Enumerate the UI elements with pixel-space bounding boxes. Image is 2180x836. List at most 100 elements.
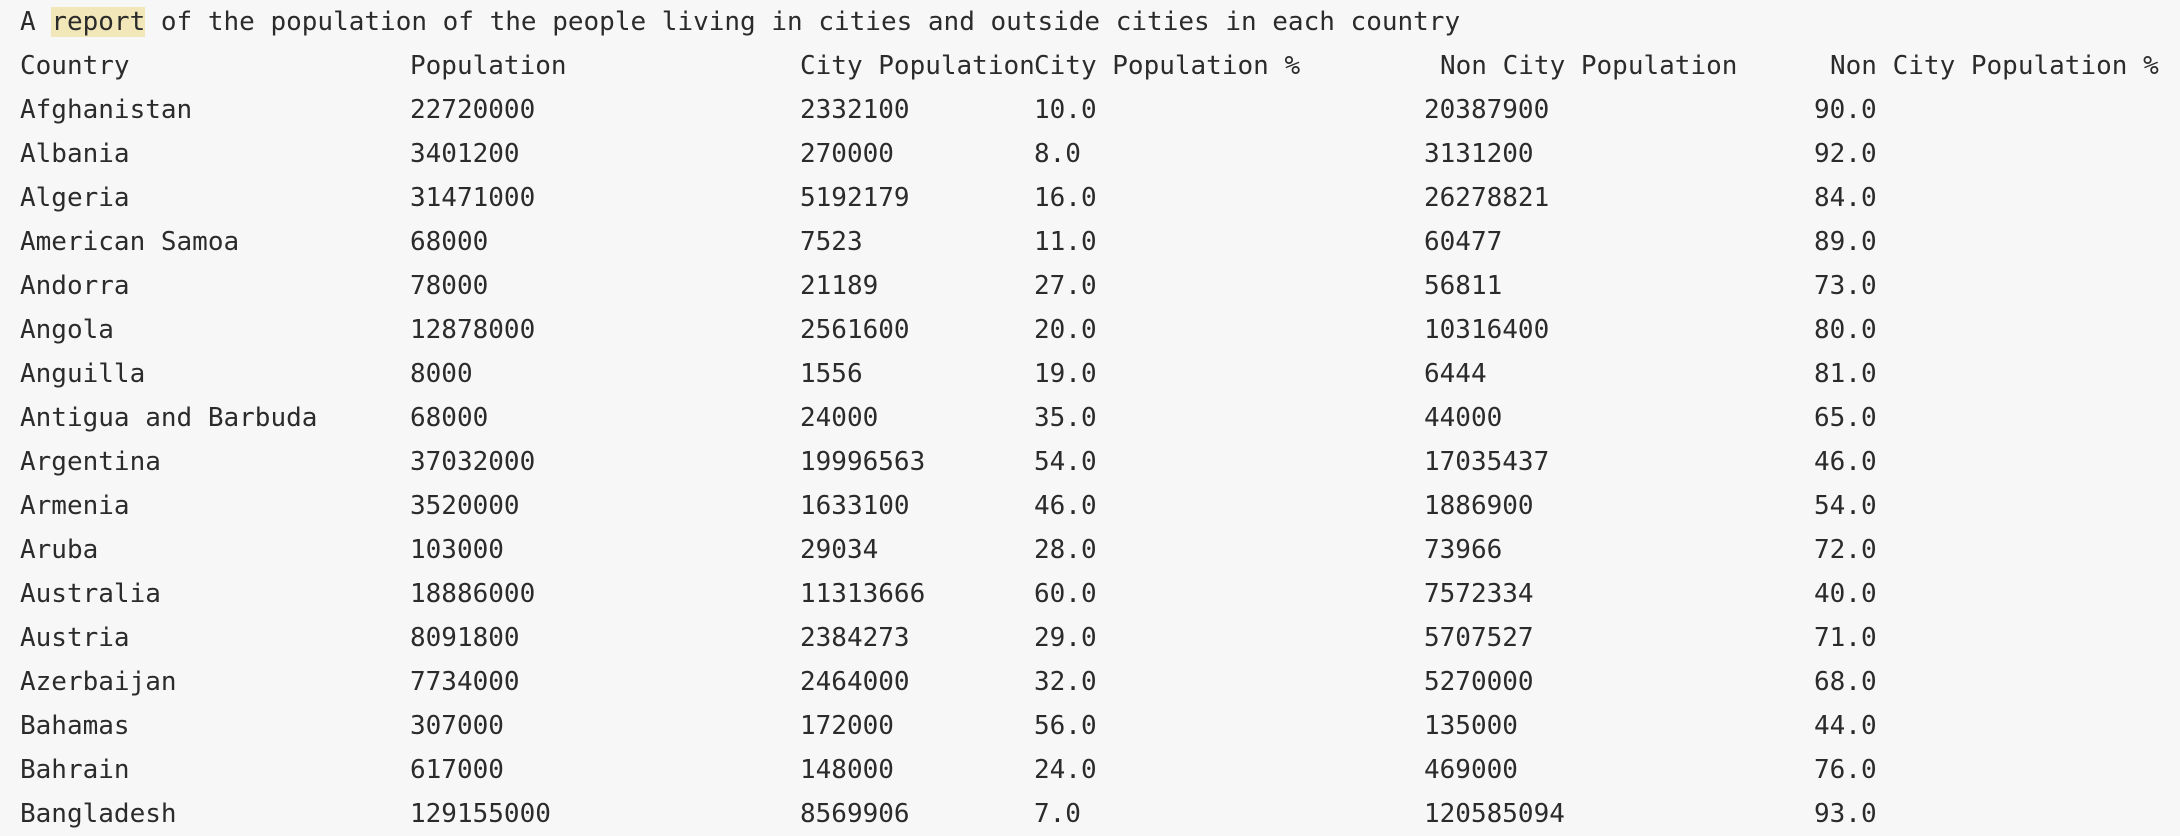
report-title: A report of the population of the people… — [20, 0, 1460, 44]
cell-city-population-percent: 35.0 — [1034, 403, 1097, 433]
cell-population: 7734000 — [410, 667, 520, 697]
cell-non-city-population-percent: 80.0 — [1814, 315, 1877, 345]
cell-non-city-population: 73966 — [1424, 535, 1503, 565]
cell-non-city-population: 3131200 — [1424, 139, 1534, 169]
cell-city-population-percent: 29.0 — [1034, 623, 1097, 653]
cell-country: Anguilla — [20, 359, 146, 389]
cell-non-city-population-percent: 65.0 — [1814, 403, 1877, 433]
cell-population: 37032000 — [410, 447, 536, 477]
cell-population: 78000 — [410, 271, 489, 301]
header-non-city-population: Non City Population — [1440, 51, 1738, 81]
cell-non-city-population: 135000 — [1424, 711, 1518, 741]
header-non-city-population-percent: Non City Population % — [1830, 51, 2159, 81]
cell-city-population: 270000 — [800, 139, 894, 169]
cell-country: Bangladesh — [20, 799, 177, 829]
header-country: Country — [20, 51, 130, 81]
cell-city-population-percent: 10.0 — [1034, 95, 1097, 125]
cell-non-city-population-percent: 73.0 — [1814, 271, 1877, 301]
cell-city-population-percent: 7.0 — [1034, 799, 1081, 829]
cell-non-city-population: 17035437 — [1424, 447, 1550, 477]
cell-city-population-percent: 32.0 — [1034, 667, 1097, 697]
cell-city-population: 5192179 — [800, 183, 910, 213]
cell-non-city-population: 6444 — [1424, 359, 1487, 389]
cell-country: Angola — [20, 315, 114, 345]
cell-country: Austria — [20, 623, 130, 653]
cell-population: 617000 — [410, 755, 504, 785]
cell-population: 68000 — [410, 403, 489, 433]
cell-country: Armenia — [20, 491, 130, 521]
table-header: Country Population City Population City … — [0, 44, 2159, 88]
cell-city-population-percent: 27.0 — [1034, 271, 1097, 301]
cell-non-city-population-percent: 68.0 — [1814, 667, 1877, 697]
cell-non-city-population: 20387900 — [1424, 95, 1550, 125]
cell-city-population: 2384273 — [800, 623, 910, 653]
cell-non-city-population-percent: 54.0 — [1814, 491, 1877, 521]
cell-country: American Samoa — [20, 227, 240, 257]
cell-city-population: 172000 — [800, 711, 894, 741]
cell-non-city-population: 26278821 — [1424, 183, 1550, 213]
cell-non-city-population: 5707527 — [1424, 623, 1534, 653]
cell-population: 12878000 — [410, 315, 536, 345]
cell-non-city-population-percent: 72.0 — [1814, 535, 1877, 565]
search-highlight: report — [51, 7, 146, 37]
cell-population: 8000 — [410, 359, 473, 389]
cell-non-city-population-percent: 89.0 — [1814, 227, 1877, 257]
cell-city-population-percent: 56.0 — [1034, 711, 1097, 741]
cell-country: Bahrain — [20, 755, 130, 785]
cell-non-city-population-percent: 93.0 — [1814, 799, 1877, 829]
cell-country: Afghanistan — [20, 95, 193, 125]
cell-city-population: 148000 — [800, 755, 894, 785]
cell-city-population-percent: 11.0 — [1034, 227, 1097, 257]
cell-country: Albania — [20, 139, 130, 169]
cell-city-population: 24000 — [800, 403, 879, 433]
cell-non-city-population-percent: 71.0 — [1814, 623, 1877, 653]
cell-city-population: 21189 — [800, 271, 879, 301]
cell-city-population: 2464000 — [800, 667, 910, 697]
cell-non-city-population-percent: 44.0 — [1814, 711, 1877, 741]
cell-city-population: 8569906 — [800, 799, 910, 829]
cell-non-city-population-percent: 92.0 — [1814, 139, 1877, 169]
cell-city-population: 19996563 — [800, 447, 926, 477]
cell-population: 22720000 — [410, 95, 536, 125]
cell-population: 3520000 — [410, 491, 520, 521]
cell-non-city-population: 469000 — [1424, 755, 1518, 785]
cell-non-city-population: 10316400 — [1424, 315, 1550, 345]
cell-population: 68000 — [410, 227, 489, 257]
cell-city-population: 2332100 — [800, 95, 910, 125]
cell-city-population-percent: 24.0 — [1034, 755, 1097, 785]
cell-country: Algeria — [20, 183, 130, 213]
cell-non-city-population: 60477 — [1424, 227, 1503, 257]
cell-city-population: 2561600 — [800, 315, 910, 345]
cell-city-population-percent: 16.0 — [1034, 183, 1097, 213]
cell-city-population-percent: 19.0 — [1034, 359, 1097, 389]
cell-population: 18886000 — [410, 579, 536, 609]
cell-non-city-population: 5270000 — [1424, 667, 1534, 697]
cell-city-population: 11313666 — [800, 579, 926, 609]
cell-non-city-population-percent: 84.0 — [1814, 183, 1877, 213]
header-population: Population — [410, 51, 567, 81]
cell-population: 307000 — [410, 711, 504, 741]
header-city-population-percent: City Population % — [1034, 51, 1301, 81]
cell-city-population: 1633100 — [800, 491, 910, 521]
cell-country: Azerbaijan — [20, 667, 177, 697]
cell-city-population: 1556 — [800, 359, 863, 389]
cell-population: 8091800 — [410, 623, 520, 653]
cell-city-population-percent: 28.0 — [1034, 535, 1097, 565]
cell-city-population-percent: 20.0 — [1034, 315, 1097, 345]
cell-city-population: 29034 — [800, 535, 879, 565]
cell-city-population-percent: 8.0 — [1034, 139, 1081, 169]
cell-non-city-population-percent: 46.0 — [1814, 447, 1877, 477]
cell-country: Antigua and Barbuda — [20, 403, 318, 433]
cell-non-city-population: 120585094 — [1424, 799, 1565, 829]
cell-country: Aruba — [20, 535, 99, 565]
header-city-population: City Population — [800, 51, 1035, 81]
report-title-suffix: of the population of the people living i… — [145, 7, 1461, 37]
cell-country: Bahamas — [20, 711, 130, 741]
cell-non-city-population-percent: 40.0 — [1814, 579, 1877, 609]
cell-non-city-population-percent: 81.0 — [1814, 359, 1877, 389]
cell-country: Andorra — [20, 271, 130, 301]
cell-non-city-population: 1886900 — [1424, 491, 1534, 521]
cell-non-city-population: 56811 — [1424, 271, 1503, 301]
cell-country: Australia — [20, 579, 161, 609]
